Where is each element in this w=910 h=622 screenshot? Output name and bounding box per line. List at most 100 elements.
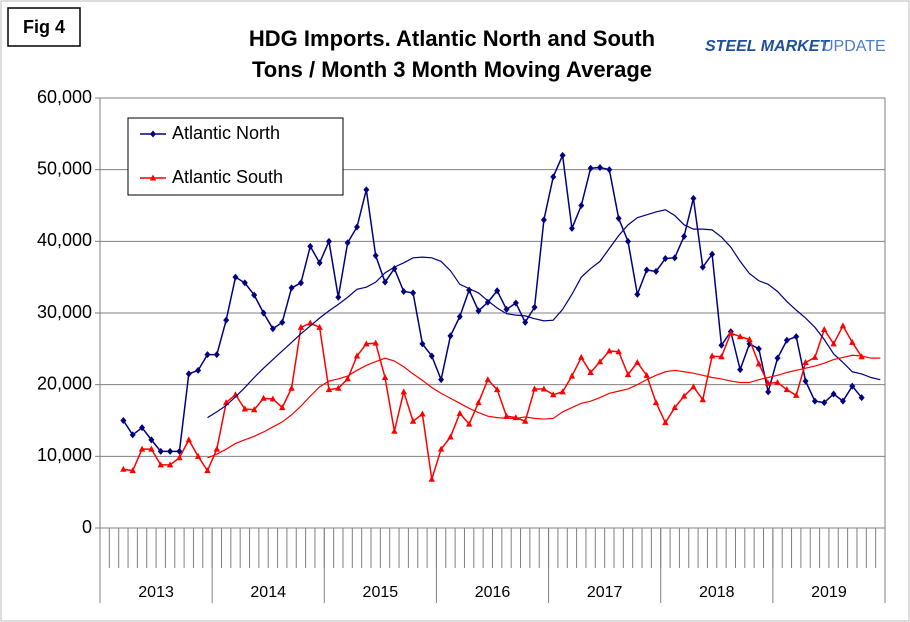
y-tick-label: 0 (82, 517, 92, 537)
point (503, 412, 510, 419)
point (316, 323, 323, 330)
year-label: 2016 (475, 584, 511, 601)
point (232, 273, 239, 281)
point (830, 390, 837, 398)
y-tick-label: 10,000 (37, 445, 92, 465)
point (241, 279, 248, 287)
point (755, 360, 763, 367)
point (148, 445, 155, 452)
point (718, 341, 725, 349)
point (858, 394, 865, 402)
point (531, 385, 538, 392)
point (736, 333, 744, 340)
point (260, 309, 267, 317)
point (213, 351, 220, 359)
point (830, 340, 837, 347)
point (494, 287, 501, 295)
point (176, 447, 183, 455)
point (793, 333, 800, 341)
point (587, 164, 594, 172)
point (671, 254, 678, 262)
point (839, 322, 847, 329)
point (475, 399, 482, 406)
point (690, 383, 697, 390)
point (568, 372, 576, 379)
point (783, 336, 790, 344)
year-label: 2014 (250, 584, 286, 601)
point (484, 376, 492, 383)
point (606, 166, 613, 174)
point (167, 447, 174, 455)
point (297, 279, 304, 287)
point (821, 325, 828, 332)
point (400, 388, 407, 395)
point (718, 353, 725, 360)
point (120, 417, 127, 424)
point (382, 278, 389, 286)
point (746, 336, 753, 343)
year-label: 2018 (699, 584, 735, 601)
point (811, 397, 818, 405)
point (260, 394, 267, 401)
point (493, 386, 501, 393)
point (559, 151, 566, 159)
series-line (207, 354, 881, 459)
point (149, 174, 157, 181)
point (428, 352, 435, 360)
point (195, 366, 202, 374)
point (540, 385, 548, 392)
point (802, 377, 809, 385)
brand-light: UPDATE (822, 38, 886, 55)
point (755, 345, 762, 353)
series-line (122, 152, 863, 453)
point (288, 384, 295, 391)
point (335, 384, 342, 391)
point (680, 392, 688, 399)
year-label: 2017 (587, 584, 623, 601)
point (316, 259, 323, 267)
year-label: 2013 (138, 584, 174, 601)
point (662, 255, 669, 263)
point (325, 237, 332, 245)
point (587, 368, 594, 375)
point (634, 358, 641, 365)
legend-label: Atlantic South (172, 167, 283, 187)
point (307, 242, 314, 250)
y-tick-label: 30,000 (37, 302, 92, 322)
point (765, 388, 772, 396)
point (419, 340, 426, 348)
point (138, 445, 146, 452)
point (176, 454, 183, 461)
point (157, 447, 164, 455)
point (596, 358, 604, 365)
point (653, 267, 660, 275)
point (774, 354, 781, 362)
point (456, 313, 463, 321)
point (465, 420, 473, 427)
point (821, 399, 828, 407)
point (559, 388, 566, 395)
point (615, 214, 622, 222)
point (204, 351, 211, 359)
point (596, 164, 603, 172)
point (251, 291, 258, 299)
point (372, 252, 379, 260)
point (129, 467, 136, 474)
y-tick-label: 60,000 (37, 87, 92, 107)
point (522, 318, 529, 326)
point (438, 376, 445, 384)
point (456, 409, 463, 416)
point (269, 395, 277, 402)
point (643, 371, 650, 378)
y-tick-label: 40,000 (37, 230, 92, 250)
legend-label: Atlantic North (172, 123, 280, 143)
y-tick-label: 20,000 (37, 373, 92, 393)
point (662, 419, 669, 426)
point (484, 298, 491, 306)
point (849, 338, 856, 345)
point (185, 370, 192, 378)
point (774, 379, 781, 386)
point (737, 366, 744, 374)
point (681, 232, 688, 240)
